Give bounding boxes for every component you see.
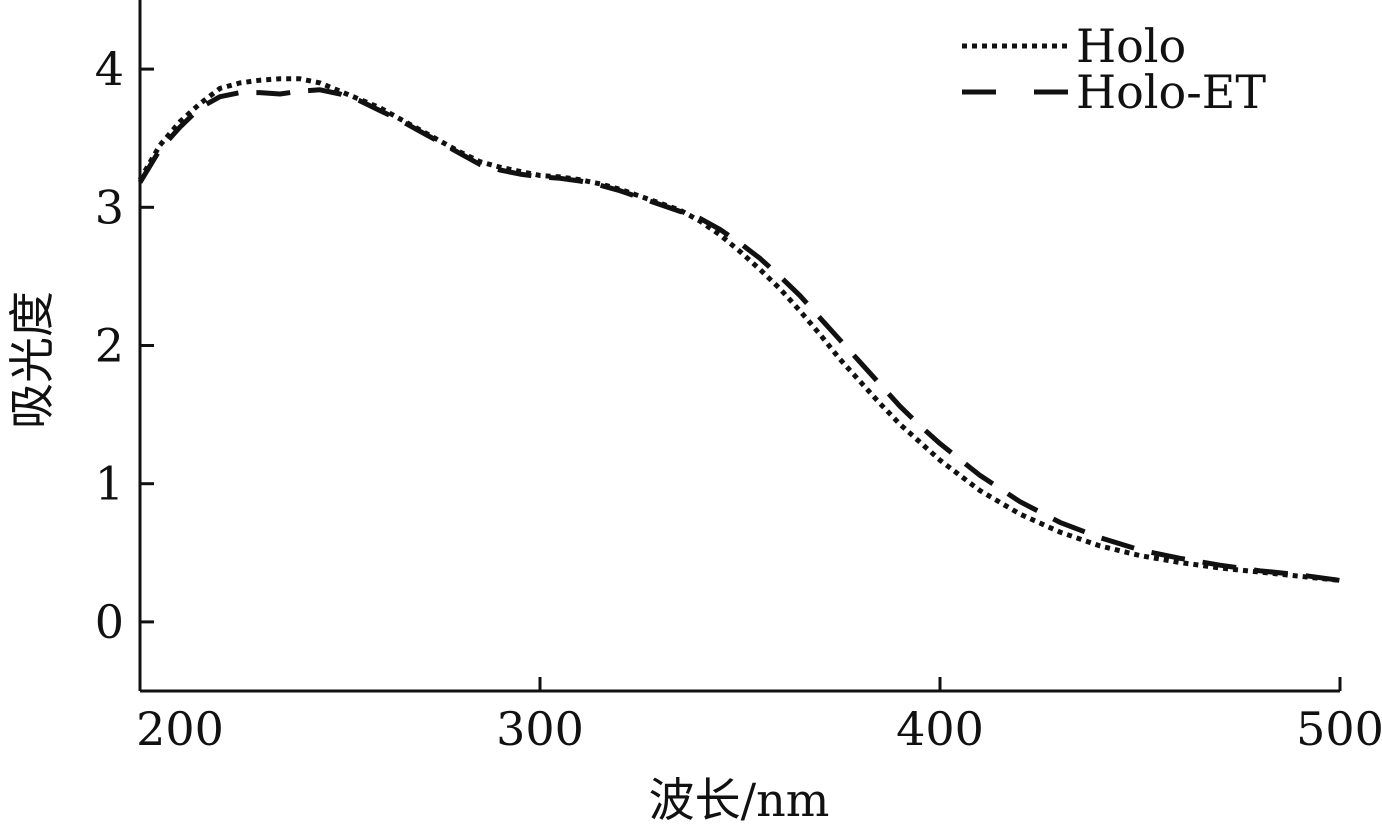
x-tick-label: 400 [896, 702, 984, 756]
series-line-holo [137, 76, 1341, 583]
series-line-holo-et [137, 87, 1341, 583]
y-axis-title: 吸光度 [5, 291, 59, 429]
legend-label-holo: Holo [1076, 19, 1186, 73]
y-tick-label: 2 [95, 319, 124, 373]
legend-label-holo-et: Holo-ET [1076, 65, 1266, 119]
x-tick-label: 300 [496, 702, 584, 756]
y-tick-label: 0 [95, 595, 124, 649]
x-axis-title: 波长/nm [649, 773, 830, 826]
legend: Holo Holo-ET [962, 19, 1266, 119]
x-tick-label: 200 [136, 702, 224, 756]
y-axis-ticks: 0 1 2 3 4 [95, 42, 154, 649]
x-tick-label: 500 [1296, 702, 1382, 756]
x-axis-ticks: 200 300 400 500 [136, 677, 1382, 756]
y-tick-label: 3 [95, 180, 124, 234]
y-tick-label: 4 [95, 42, 124, 96]
y-tick-label: 1 [95, 457, 124, 511]
series-layer [137, 76, 1341, 583]
